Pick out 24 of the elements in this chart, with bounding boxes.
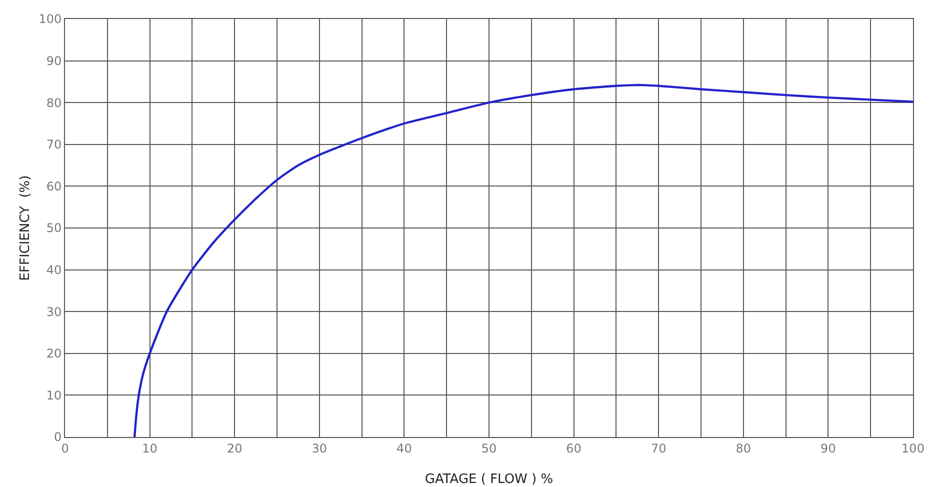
y-tick-label: 10 (46, 388, 62, 402)
y-axis-title: EFFICIENCY (%) (18, 175, 33, 281)
x-tick-label: 60 (566, 441, 582, 456)
y-tick-label: 60 (46, 179, 62, 194)
y-tick-label: 0 (54, 430, 62, 444)
x-tick-label: 20 (226, 441, 242, 456)
x-tick-label: 10 (142, 441, 158, 456)
x-tick-label: 50 (481, 441, 497, 456)
y-tick-label: 100 (38, 12, 62, 26)
x-tick-label: 90 (820, 441, 836, 456)
y-tick-label: 30 (46, 304, 62, 319)
x-tick-label: 30 (312, 441, 328, 456)
x-tick-label: 80 (736, 441, 752, 456)
x-tick-label: 100 (902, 441, 924, 456)
y-tick-label: 80 (46, 96, 62, 110)
y-tick-label: 40 (46, 263, 62, 277)
y-tick-label: 90 (46, 54, 62, 68)
x-axis-title: GATAGE ( FLOW ) % (424, 472, 554, 487)
y-tick-label: 20 (46, 346, 62, 361)
y-tick-label: 70 (46, 138, 62, 152)
x-tick-label: 40 (396, 441, 412, 456)
y-tick-label: 50 (46, 221, 62, 236)
line-series (133, 84, 913, 437)
x-tick-label: 70 (650, 441, 666, 456)
